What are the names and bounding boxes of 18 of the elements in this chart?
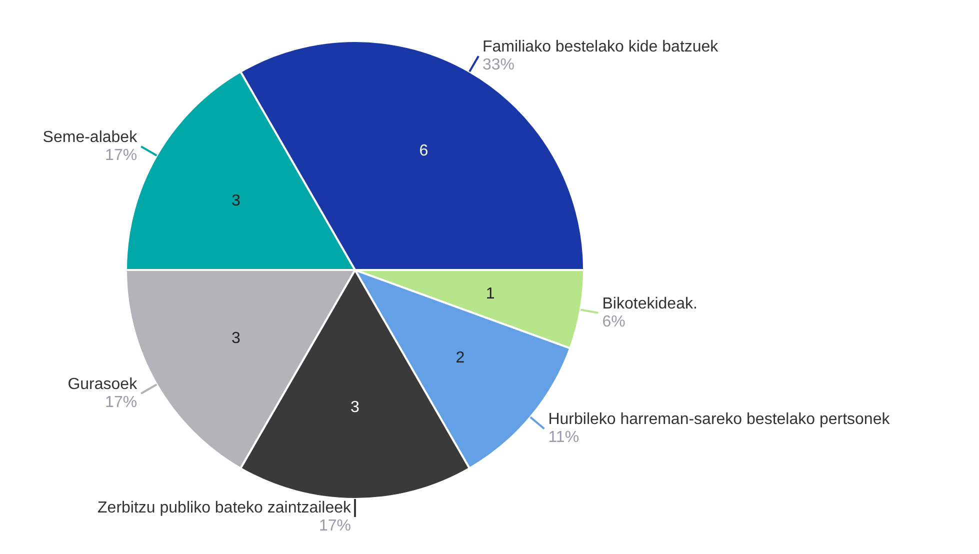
slice-label: Bikotekideak. bbox=[602, 295, 698, 312]
data-label: 3 bbox=[232, 330, 241, 348]
text: 17% bbox=[105, 146, 138, 164]
data-label: 2 bbox=[456, 350, 465, 367]
text: 33% bbox=[482, 56, 515, 74]
slice-label: Seme-alabek bbox=[42, 128, 138, 146]
slice-label: Zerbitzu publiko bateko zaintzaileek bbox=[98, 499, 352, 516]
data-label: 3 bbox=[232, 192, 241, 210]
text: 17% bbox=[105, 394, 138, 411]
slice-label: Familiako bestelako kide batzuek bbox=[482, 38, 720, 56]
text: 6% bbox=[602, 313, 626, 330]
text: 17% bbox=[318, 517, 351, 534]
slice-label: Gurasoek bbox=[68, 376, 138, 393]
slice-label: Hurbileko harreman-sareko bestelako pertsonek bbox=[548, 411, 891, 428]
data-label: 1 bbox=[486, 285, 495, 302]
text: 11% bbox=[548, 429, 580, 446]
data-label: 3 bbox=[350, 398, 360, 416]
data-label: 6 bbox=[419, 142, 428, 160]
